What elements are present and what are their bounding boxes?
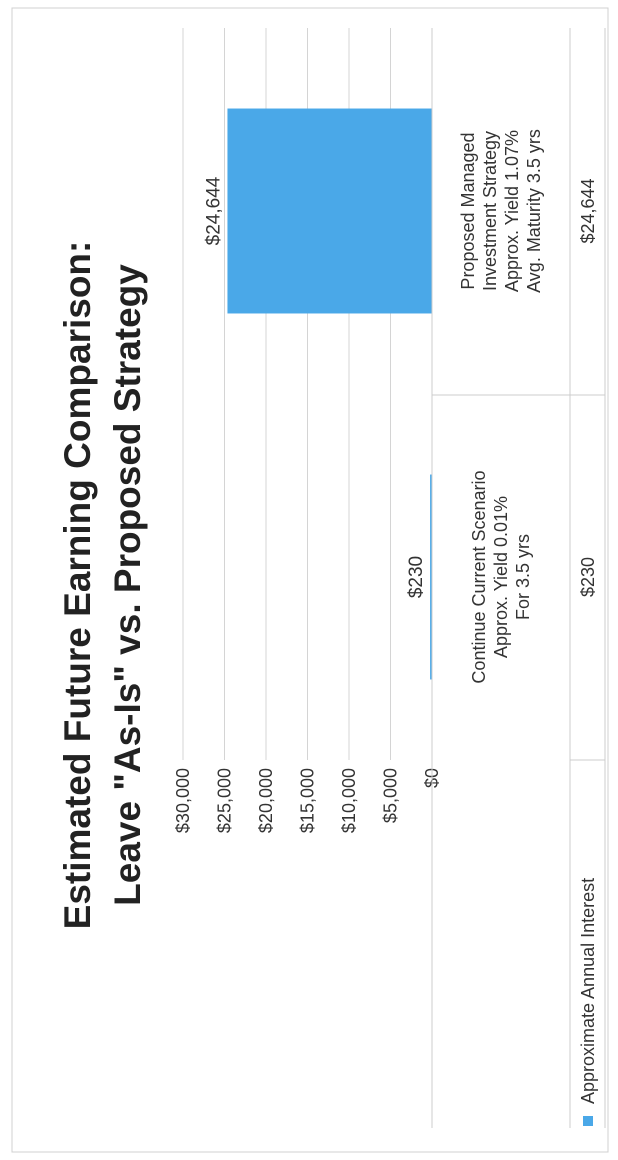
legend: Approximate Annual Interest — [578, 878, 598, 1126]
value-axis-tick-label: $10,000 — [339, 768, 359, 833]
data-table-values: $230 $24,644 — [578, 178, 598, 597]
value-axis-tick-label: $25,000 — [215, 768, 235, 833]
chart-title-line-1: Estimated Future Earning Comparison: — [57, 241, 98, 930]
data-table — [431, 28, 606, 1128]
category-label-line: Avg. Maturity 3.5 yrs — [524, 129, 544, 293]
category-label-line: Approx. Yield 1.07% — [502, 130, 522, 292]
data-table-value: $230 — [578, 557, 598, 597]
legend-series-name: Approximate Annual Interest — [578, 878, 598, 1104]
category-label-line: Proposed Managed — [458, 132, 478, 289]
value-axis-tick-label: $30,000 — [173, 768, 193, 833]
chart-title: Estimated Future Earning Comparison: Lea… — [57, 241, 148, 930]
data-table-value: $24,644 — [578, 178, 598, 243]
bar — [430, 474, 432, 680]
data-labels: $230 $24,644 — [203, 176, 427, 598]
category-label-line: Approx. Yield 0.01% — [491, 496, 511, 658]
chart-title-line-2: Leave "As-Is" vs. Proposed Strategy — [107, 264, 148, 906]
value-axis-tick-label: $20,000 — [256, 768, 276, 833]
bar-data-label: $24,644 — [203, 176, 224, 245]
category-labels: Continue Current Scenario Approx. Yield 0… — [458, 129, 544, 683]
bar — [227, 108, 432, 314]
category-label-line: Investment Strategy — [480, 131, 500, 291]
legend-swatch — [583, 1116, 593, 1126]
category-label-line: For 3.5 yrs — [513, 534, 533, 620]
bar-data-label: $230 — [406, 556, 427, 598]
category-label-line: Continue Current Scenario — [469, 470, 489, 683]
value-axis-tick-label: $15,000 — [298, 768, 318, 833]
value-axis-tick-label: $5,000 — [381, 768, 401, 823]
bars — [227, 108, 432, 680]
